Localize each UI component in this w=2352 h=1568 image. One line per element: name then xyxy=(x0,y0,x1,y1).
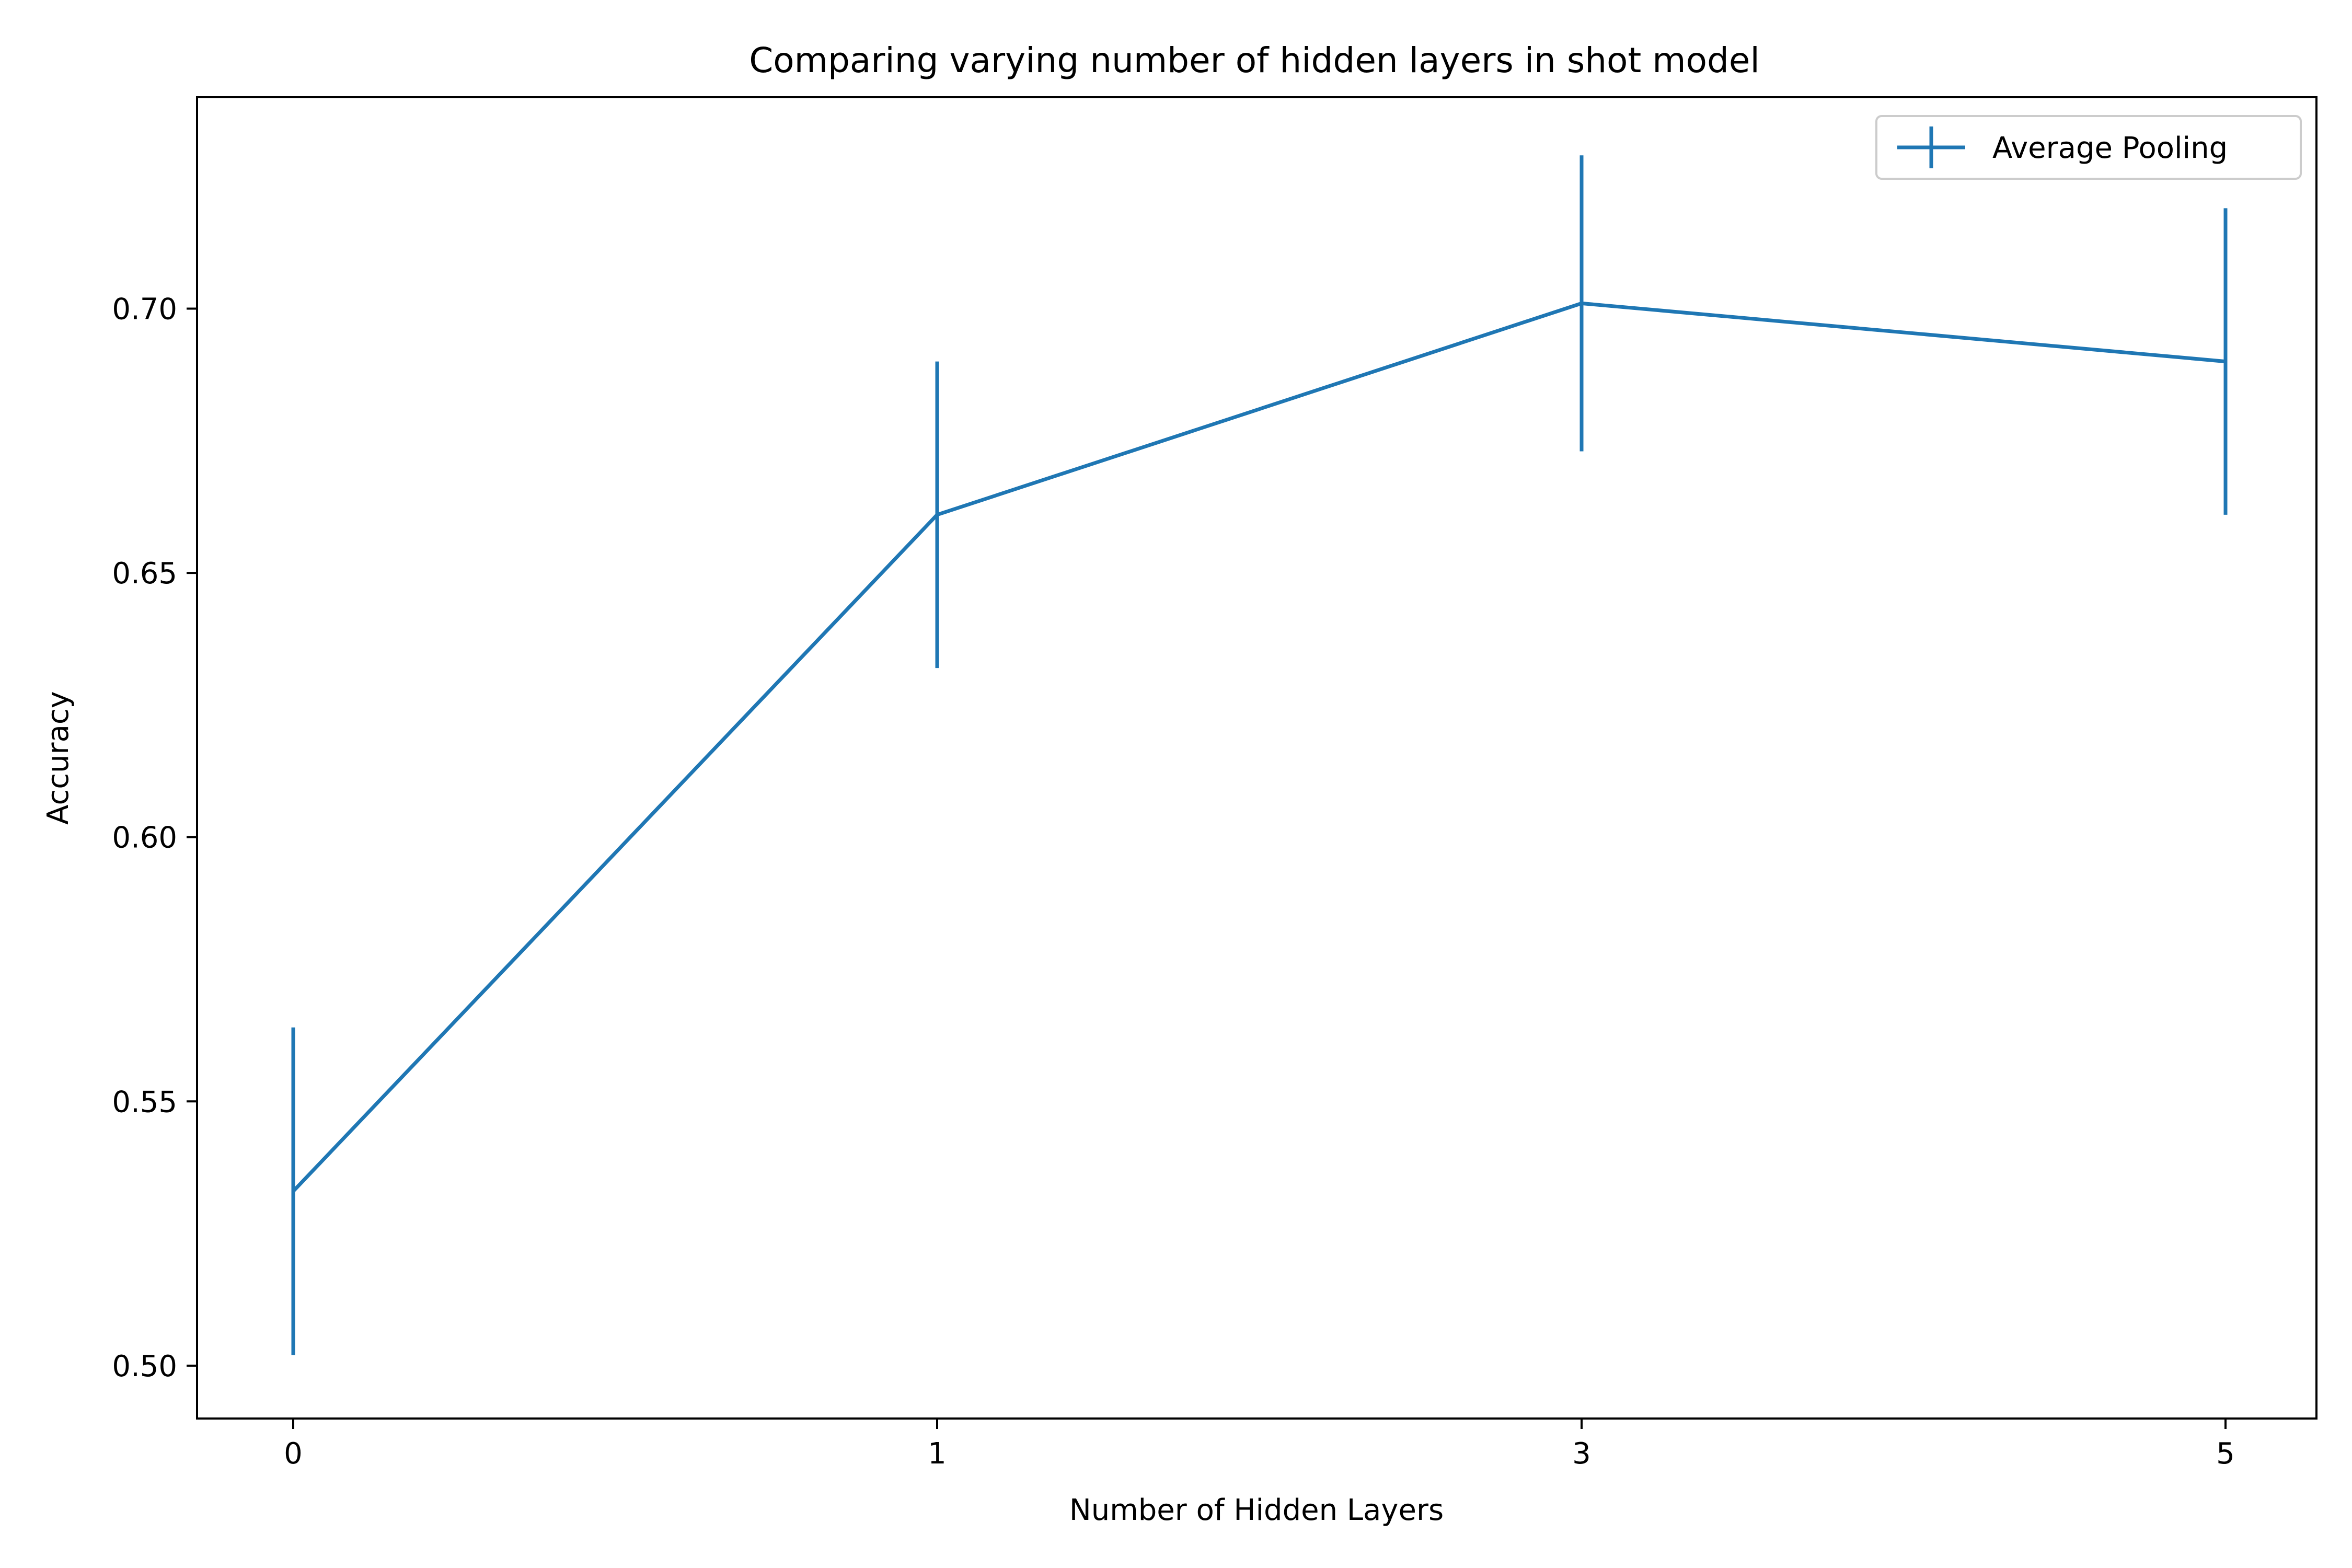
y-tick-label: 0.65 xyxy=(112,557,177,591)
x-axis: 0 1 3 5 xyxy=(284,1419,2235,1471)
plot-frame xyxy=(196,96,2318,1420)
y-axis: 0.50 0.55 0.60 0.65 0.70 xyxy=(112,292,197,1383)
y-tick-label: 0.55 xyxy=(112,1085,177,1119)
chart-title: Comparing varying number of hidden layer… xyxy=(749,40,1760,80)
series-line xyxy=(292,301,2226,1193)
y-axis-label: Accuracy xyxy=(41,691,75,825)
y-tick-label: 0.60 xyxy=(112,821,177,855)
series-average-pooling xyxy=(291,155,2228,1355)
x-tick-label: 1 xyxy=(928,1437,947,1471)
legend: Average Pooling xyxy=(1875,115,2302,180)
legend-box xyxy=(1875,115,2302,180)
x-tick-label: 3 xyxy=(1572,1437,1591,1471)
legend-label: Average Pooling xyxy=(1992,131,2228,165)
x-axis-label: Number of Hidden Layers xyxy=(1069,1493,1444,1527)
y-tick-label: 0.50 xyxy=(112,1350,177,1383)
y-tick-label: 0.70 xyxy=(112,292,177,326)
x-tick-label: 0 xyxy=(284,1437,303,1471)
x-tick-label: 5 xyxy=(2216,1437,2235,1471)
